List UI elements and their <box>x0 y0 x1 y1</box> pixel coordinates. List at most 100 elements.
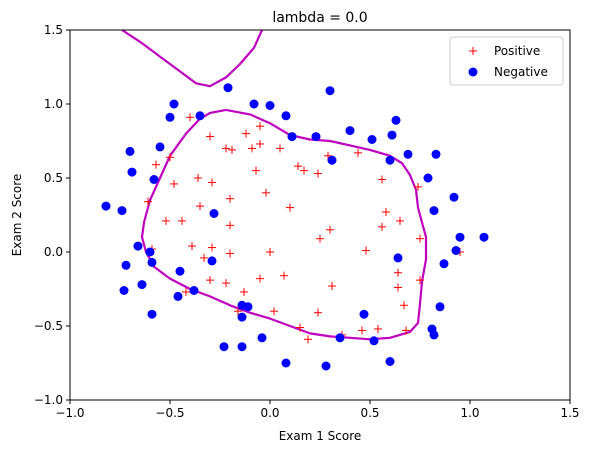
negative-point <box>173 291 183 301</box>
positive-point <box>152 160 160 169</box>
positive-point <box>262 188 270 197</box>
positive-point <box>256 122 264 131</box>
positive-point <box>296 323 304 332</box>
positive-point <box>416 276 424 285</box>
negative-point <box>249 99 259 109</box>
positive-point <box>206 132 214 141</box>
negative-point <box>385 155 395 165</box>
negative-point <box>257 333 267 343</box>
x-tick-label: −0.5 <box>155 406 184 420</box>
legend-label: Negative <box>494 65 548 79</box>
positive-point <box>240 287 248 296</box>
negative-point <box>369 336 379 346</box>
negative-point <box>137 280 147 290</box>
positive-point <box>394 283 402 292</box>
negative-point <box>237 312 247 322</box>
negative-point <box>133 241 143 251</box>
plot-frame <box>69 29 571 401</box>
legend-label: Positive <box>494 44 540 58</box>
positive-point <box>294 162 302 171</box>
negative-point <box>149 175 159 184</box>
legend: Positive Negative <box>449 36 564 86</box>
positive-point <box>270 307 278 316</box>
y-tick-label: 1.0 <box>44 97 63 111</box>
positive-point <box>200 253 208 262</box>
y-tick-label: −0.5 <box>34 319 63 333</box>
negative-point <box>117 206 127 216</box>
positive-point <box>242 129 250 138</box>
positive-point <box>226 194 234 203</box>
negative-point <box>393 253 403 263</box>
positive-point <box>228 145 236 154</box>
y-tick-label: 0.5 <box>44 171 63 185</box>
negative-point <box>325 86 335 96</box>
positive-point <box>226 221 234 230</box>
positive-point <box>394 268 402 277</box>
negative-point <box>119 286 129 295</box>
data-points <box>101 83 489 371</box>
y-tick-label: −1.0 <box>34 393 63 407</box>
positive-point <box>182 287 190 296</box>
positive-point <box>256 274 264 283</box>
positive-point <box>314 169 322 178</box>
negative-point <box>367 135 377 144</box>
positive-point <box>226 249 234 258</box>
positive-point <box>234 307 242 316</box>
positive-point <box>186 113 194 122</box>
negative-point <box>147 309 157 319</box>
positive-point <box>256 139 264 148</box>
x-tick-label: 0.0 <box>260 406 279 420</box>
negative-point <box>175 266 185 276</box>
negative-point <box>237 342 247 352</box>
positive-point <box>378 222 386 231</box>
positive-point <box>194 174 202 182</box>
plot-background <box>70 30 570 400</box>
negative-point <box>169 99 179 109</box>
positive-point <box>208 178 216 187</box>
negative-point <box>321 361 331 371</box>
negative-point <box>435 302 445 312</box>
negative-point <box>145 247 155 257</box>
positive-point <box>414 182 422 191</box>
negative-point <box>209 209 219 218</box>
positive-point <box>402 326 410 335</box>
negative-point <box>189 286 199 295</box>
positive-point <box>222 144 230 153</box>
positive-point <box>248 144 256 153</box>
positive-point <box>222 279 230 288</box>
negative-point <box>125 146 135 156</box>
positive-point <box>358 326 366 335</box>
positive-point <box>206 276 214 285</box>
negative-point <box>265 101 275 110</box>
negative-point <box>345 126 355 136</box>
negative-point <box>385 357 395 366</box>
chart-title: lambda = 0.0 <box>272 10 367 26</box>
negative-point <box>121 260 131 270</box>
negative-point <box>327 155 337 165</box>
positive-point <box>416 234 424 243</box>
negative-point <box>207 256 217 266</box>
legend-positive-marker <box>469 47 477 55</box>
plot-area <box>70 30 570 400</box>
positive-point <box>276 144 284 153</box>
negative-point <box>429 206 439 216</box>
negative-point <box>155 142 165 152</box>
negative-point <box>287 132 297 142</box>
positive-point <box>326 225 334 234</box>
positive-point <box>396 216 404 225</box>
x-tick-label: −1.0 <box>55 406 84 420</box>
positive-point <box>300 166 308 175</box>
positive-point <box>304 335 312 344</box>
positive-point <box>316 234 324 243</box>
y-tick-label: 1.5 <box>44 23 63 37</box>
legend-box <box>449 36 564 86</box>
positive-point <box>362 246 370 255</box>
axes: −1.0 −0.5 0.0 0.5 1.0 1.5 −1.0 −0.5 0.0 0.5 1.0 1.5 <box>34 23 580 420</box>
positive-point <box>280 271 288 280</box>
negative-point <box>237 300 247 310</box>
positive-point <box>328 282 336 291</box>
negative-point <box>451 246 461 255</box>
positive-point <box>374 324 382 333</box>
positive-point <box>166 153 174 162</box>
